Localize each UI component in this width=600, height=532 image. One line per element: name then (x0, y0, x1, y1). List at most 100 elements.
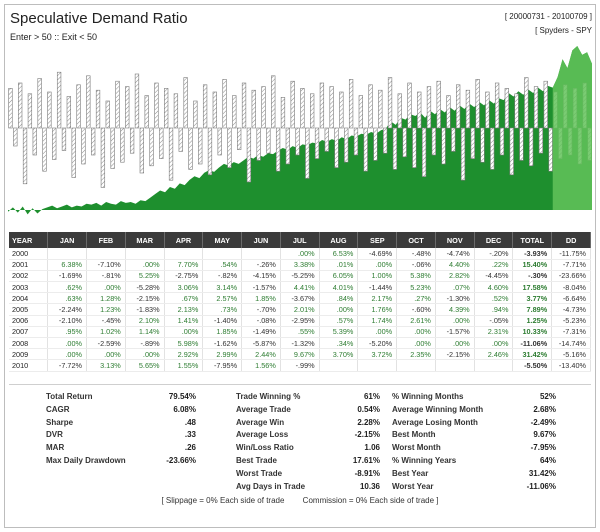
return-cell: 6.05% (319, 270, 359, 283)
return-cell: -7.95% (202, 359, 243, 372)
stat-row: Worst Year -11.06% (392, 482, 556, 495)
monthly-bar (329, 86, 334, 129)
monthly-bar (261, 86, 266, 129)
monthly-bar (178, 127, 183, 152)
monthly-bar (266, 127, 271, 154)
monthly-bar (543, 80, 548, 129)
stats-column-trades: Trade Winning % 61% Average Trade 0.54% Aver… (236, 392, 380, 494)
return-cell: .00% (396, 326, 436, 339)
monthly-bar (348, 79, 354, 129)
monthly-bar (310, 93, 315, 129)
monthly-bar (212, 91, 217, 129)
monthly-bar (514, 93, 519, 129)
return-cell: 1.55% (164, 359, 204, 372)
stat-label: % Winning Months (392, 392, 464, 401)
return-cell: -.99% (280, 359, 320, 372)
return-cell: -7.10% (86, 259, 126, 271)
monthly-bar (412, 127, 417, 168)
return-cell: .84% (319, 292, 359, 305)
stat-label: Best Trade (236, 455, 277, 465)
return-cell: -2.59% (86, 337, 126, 350)
return-cell: -4.74% (435, 248, 475, 260)
return-cell: .00% (396, 337, 436, 350)
monthly-bar (76, 84, 81, 129)
return-cell: .34% (319, 337, 359, 350)
monthly-bar (431, 127, 436, 156)
return-cell (202, 248, 243, 260)
return-cell: 6.53% (319, 248, 359, 260)
return-cell: 15.40% (512, 259, 553, 271)
monthly-bar (417, 91, 422, 129)
table-row: 2000 .00% 6.53% -4.69% -.48% -4.74% -.20% -3.93… (9, 248, 591, 260)
column-header: DEC (474, 232, 514, 248)
monthly-bar (37, 78, 42, 129)
monthly-bar (470, 127, 475, 159)
stat-label: MAR (46, 443, 65, 453)
return-cell: .00% (474, 337, 514, 350)
return-cell: -1.32% (280, 337, 320, 350)
return-cell: 2.82% (435, 270, 475, 283)
stat-value: 61% (363, 392, 380, 401)
return-cell: 3.06% (164, 281, 204, 294)
return-cell: 2.92% (164, 348, 204, 361)
return-cell: 1.74% (357, 315, 398, 327)
return-cell: 2.35% (396, 348, 436, 361)
return-cell: -2.15% (125, 292, 165, 305)
return-cell: -11.75% (551, 248, 591, 260)
return-cell: .00% (86, 348, 126, 361)
return-cell: .00% (435, 337, 475, 350)
return-cell: 2.31% (474, 326, 514, 339)
stat-row: DVR .33 (46, 430, 196, 443)
return-cell: -13.40% (551, 359, 591, 372)
stat-label: CAGR (46, 404, 70, 414)
monthly-bar (251, 89, 256, 129)
monthly-bar (154, 82, 159, 129)
monthly-bar (52, 127, 57, 160)
return-cell: -.30% (512, 270, 553, 283)
return-cell: 5.98% (164, 337, 204, 350)
return-cell: -5.23% (551, 315, 591, 327)
equity-area-recent (552, 46, 592, 210)
column-header: OCT (396, 232, 436, 248)
monthly-bar (275, 127, 281, 172)
return-cell: .01% (319, 259, 359, 271)
section-divider (9, 384, 591, 385)
year-cell: 2000 (9, 248, 49, 260)
stat-row: Total Return 79.54% (46, 392, 196, 405)
monthly-bar (305, 127, 310, 179)
monthly-bar (300, 88, 305, 129)
year-cell: 2008 (9, 337, 49, 350)
stat-row: % Winning Years 64% (392, 456, 556, 469)
return-cell: -7.31% (551, 326, 591, 339)
stat-label: Average Trade (236, 404, 291, 414)
monthly-bar (368, 84, 373, 129)
return-cell: 5.65% (125, 359, 165, 372)
return-cell: 5.25% (125, 270, 165, 283)
monthly-bar (22, 127, 28, 185)
return-cell (357, 359, 398, 372)
return-cell: 3.13% (86, 359, 126, 372)
return-cell: -4.69% (357, 248, 398, 260)
monthly-bar (494, 82, 500, 129)
return-cell: .52% (474, 292, 514, 305)
table-row: 2010 -7.72% 3.13% 5.65% 1.55% -7.95% 1.56% -.99… (9, 359, 591, 372)
column-header: APR (164, 232, 204, 248)
year-cell: 2002 (9, 270, 49, 283)
return-cell: 1.28% (86, 292, 126, 305)
stat-value: 2.68% (533, 404, 556, 414)
return-cell: -2.75% (164, 270, 204, 283)
year-cell: 2010 (9, 359, 49, 372)
monthly-bar (519, 127, 524, 161)
return-cell: -23.66% (551, 270, 591, 283)
stat-value: -11.06% (526, 481, 556, 491)
monthly-bar (42, 127, 47, 172)
stat-label: Average Loss (236, 430, 289, 440)
monthly-bar (91, 127, 96, 156)
return-cell: 1.56% (241, 359, 281, 372)
return-cell: -.70% (241, 303, 281, 316)
return-cell: 1.85% (241, 292, 281, 305)
return-cell (241, 248, 281, 260)
monthly-bar (164, 88, 169, 129)
stats-column-periods: % Winning Months 52% Average Winning Month… (392, 392, 556, 494)
monthly-bar (392, 127, 398, 170)
